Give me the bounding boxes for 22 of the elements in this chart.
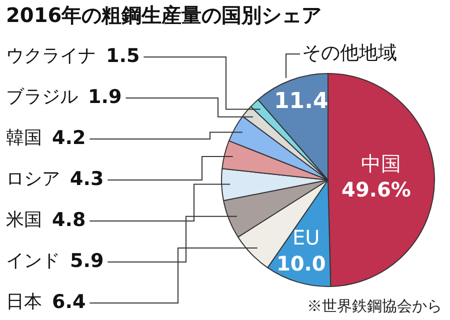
slice-label: EU [292, 226, 320, 250]
data-label: 11.4 [274, 88, 328, 114]
data-label: 4.2 [52, 126, 86, 149]
data-label: 49.6% [342, 178, 411, 202]
data-label: 4.3 [70, 168, 104, 190]
data-label: 10.0 [276, 252, 326, 276]
data-label: 1.9 [88, 86, 122, 108]
data-label: 4.8 [52, 208, 86, 231]
slice-label: 日本 [6, 292, 42, 313]
data-label: 5.9 [70, 250, 104, 272]
slice-label: 韓国 [6, 128, 42, 149]
slice-label: その他地域 [302, 42, 397, 64]
chart-title: 2016年の粗鋼生産量の国別シェア [6, 2, 322, 29]
slice-label: ブラジル [6, 86, 78, 108]
slice-label: ロシア [6, 168, 60, 190]
data-label: 6.4 [52, 290, 86, 313]
text: ※世界鉄鋼協会から [307, 297, 442, 316]
slice-label: 中国 [361, 152, 402, 176]
slice-label: 米国 [6, 210, 42, 231]
data-label: 1.5 [106, 44, 140, 67]
slice-label: ウクライナ [6, 46, 96, 67]
slice-label: インド [6, 250, 60, 272]
